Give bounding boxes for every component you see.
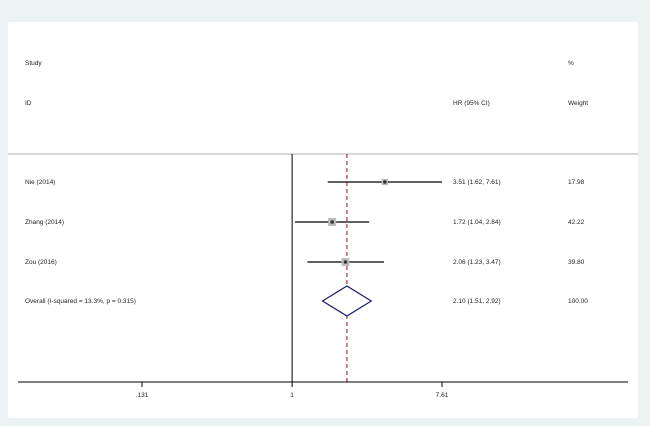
header-hr: HR (95% CI)	[453, 100, 490, 107]
header-study: Study	[25, 60, 42, 67]
header-weight: Weight	[568, 100, 588, 107]
header-id: ID	[25, 100, 32, 107]
study-row: Nie (2014) 3.51 (1.62, 7.61) 17.98	[25, 178, 585, 186]
overall-hr-ci-text: 2.10 (1.51, 2.92)	[453, 298, 501, 305]
overall-row: Overall (I-squared = 13.3%, p = 0.315) 2.…	[25, 285, 588, 317]
x-axis-ticks: .131 1 7.61	[136, 382, 449, 399]
study-row: Zhang (2014) 1.72 (1.04, 2.84) 42.22	[25, 218, 585, 226]
hr-ci-text: 1.72 (1.04, 2.84)	[453, 219, 501, 226]
overall-weight-text: 100.00	[568, 298, 588, 305]
study-row: Zou (2016) 2.06 (1.23, 3.47) 39.80	[25, 258, 585, 266]
point-estimate	[343, 260, 348, 264]
study-label: Nie (2014)	[25, 179, 55, 186]
x-tick-label: 7.61	[436, 392, 449, 399]
study-rows: Nie (2014) 3.51 (1.62, 7.61) 17.98 Zhang (2…	[25, 178, 585, 266]
forest-plot: Study ID HR (95% CI) % Weight .131 1 7.61 …	[8, 60, 638, 399]
point-estimate	[330, 220, 334, 224]
x-tick-label: .131	[136, 392, 149, 399]
hr-ci-text: 2.06 (1.23, 3.47)	[453, 259, 501, 266]
overall-diamond	[321, 285, 373, 317]
study-label: Zhang (2014)	[25, 219, 64, 226]
weight-text: 17.98	[568, 179, 585, 186]
header-percent: %	[568, 60, 574, 67]
weight-text: 39.80	[568, 259, 585, 266]
hr-ci-text: 3.51 (1.62, 7.61)	[453, 179, 501, 186]
x-tick-label: 1	[290, 392, 294, 399]
plot-panel: Study ID HR (95% CI) % Weight .131 1 7.61 …	[8, 22, 638, 418]
overall-label: Overall (I-squared = 13.3%, p = 0.315)	[25, 298, 136, 305]
weight-text: 42.22	[568, 219, 585, 226]
point-estimate	[383, 180, 387, 184]
study-label: Zou (2016)	[25, 259, 57, 266]
